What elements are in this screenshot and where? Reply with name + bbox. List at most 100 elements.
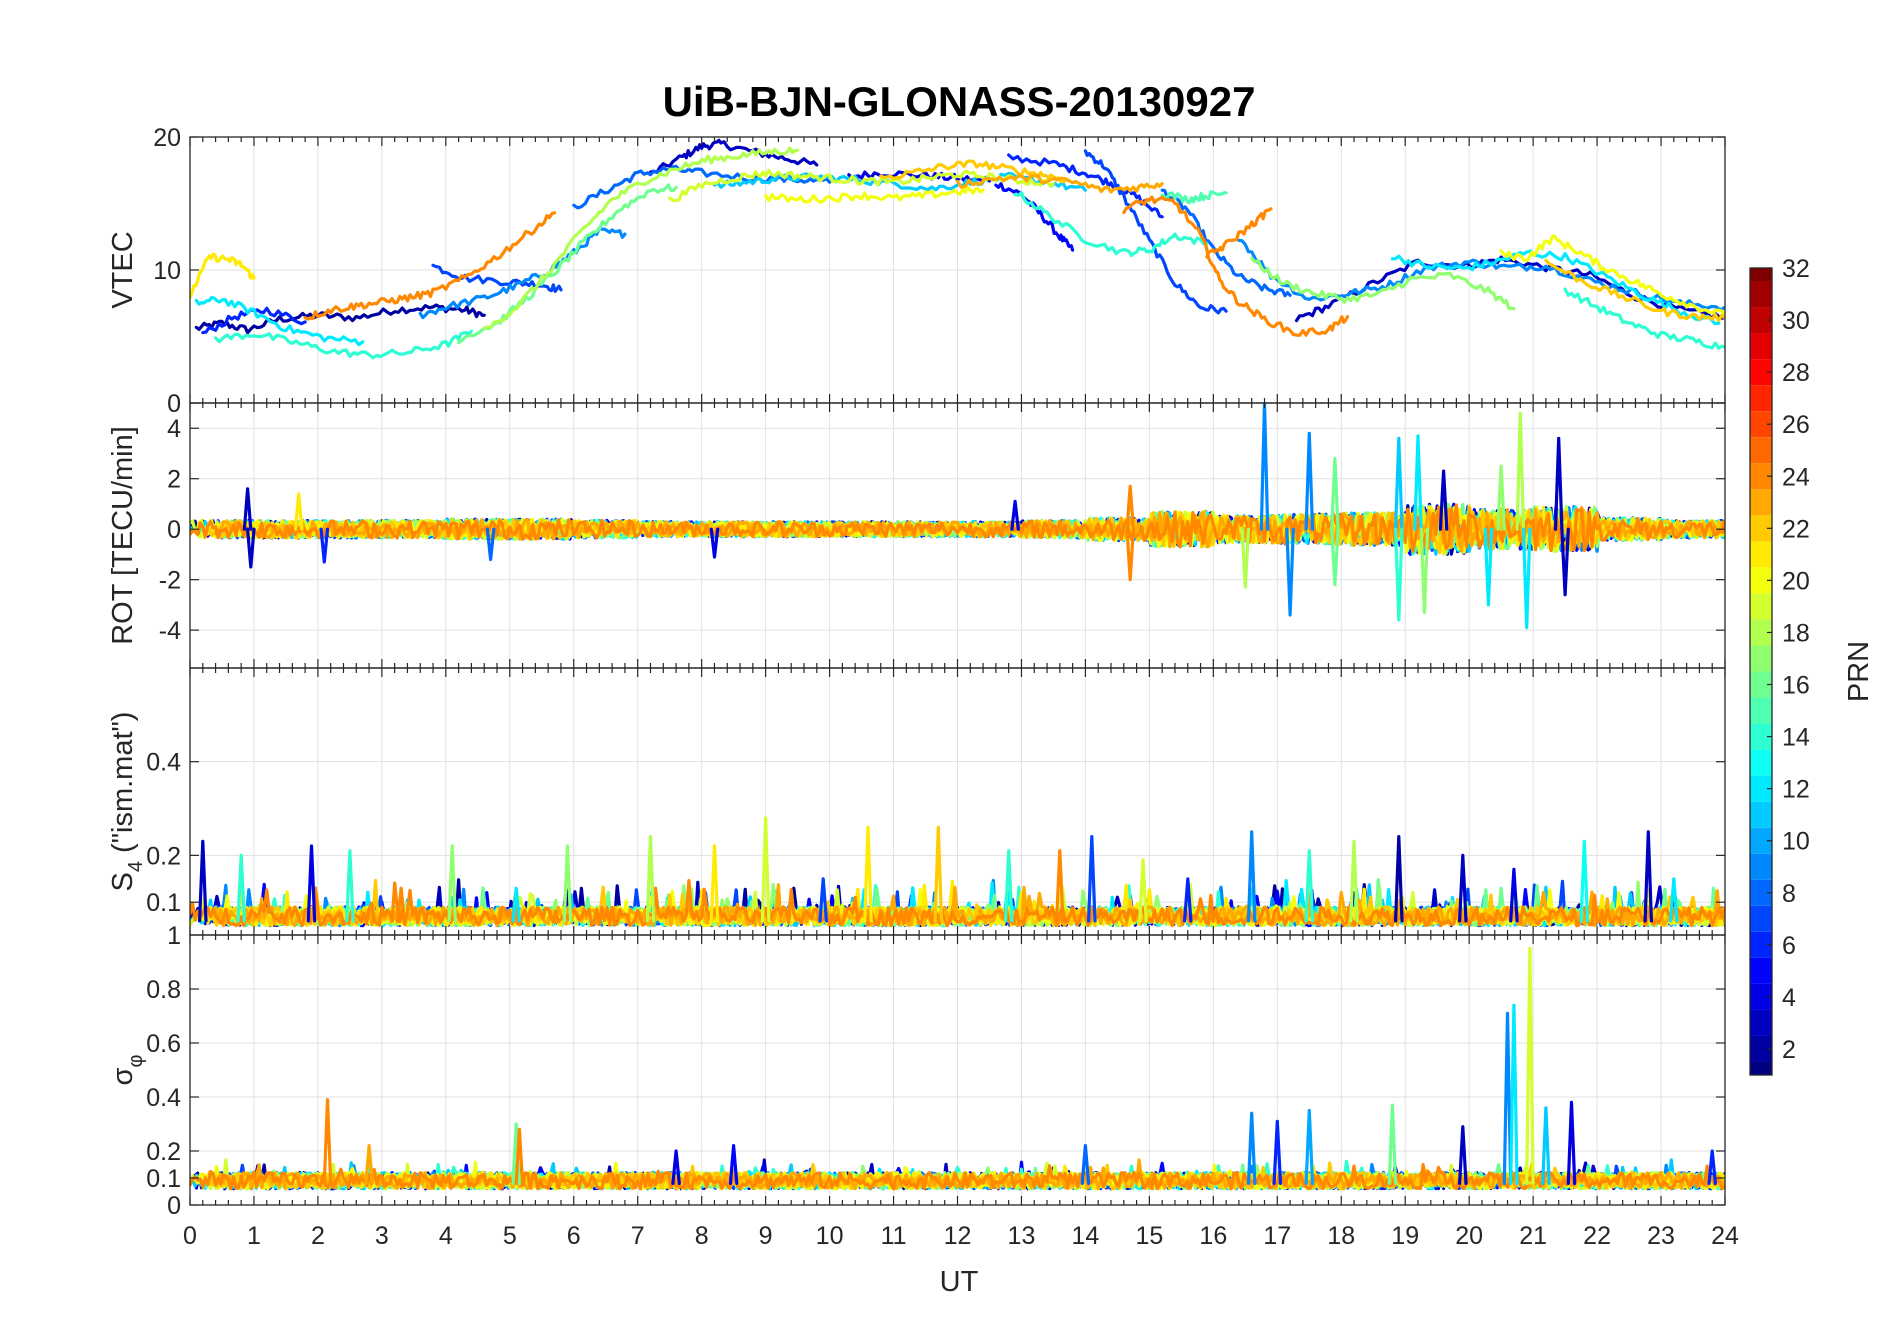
s4-spike [709, 844, 720, 923]
y-tick-label: 0.2 [146, 1138, 181, 1166]
rot-spike [709, 527, 720, 559]
x-tick-label: 7 [631, 1222, 645, 1250]
colorbar-segment [1750, 281, 1772, 308]
colorbar-frame [1749, 267, 1773, 1076]
sigma_phi-spike [1458, 1125, 1468, 1185]
sigma_phi-spike [1525, 946, 1535, 1185]
x-tick-label: 5 [503, 1222, 517, 1250]
rot-spike [1010, 499, 1020, 531]
y-tick-label: 0.6 [146, 1030, 181, 1058]
colorbar-tick-label: 22 [1782, 515, 1810, 543]
colorbar-segment [1750, 593, 1772, 620]
s4-spike [760, 816, 771, 923]
colorbar-segment [1750, 463, 1772, 490]
sigma_phi-spike [322, 1098, 333, 1185]
s4-spike [1087, 835, 1097, 923]
sigma_phi-spike [1246, 1111, 1257, 1185]
s4-spike [1458, 853, 1468, 923]
y-axis-label-s4: S4 ("ism.mat") [107, 712, 147, 892]
y-tick-label: 2 [167, 466, 181, 494]
panel-vtec: 0 10 20 VTEC [107, 124, 1726, 418]
x-tick-label: 4 [439, 1222, 453, 1250]
rot-series-prn-24 [190, 503, 1725, 553]
sigma_phi-spike [1080, 1144, 1091, 1185]
colorbar-tick-label: 4 [1782, 984, 1796, 1012]
rot-spike [1304, 431, 1315, 531]
colorbar-segment [1750, 489, 1772, 516]
chart-title: UiB-BJN-GLONASS-20130927 [663, 78, 1256, 125]
rot-spike [1419, 527, 1430, 615]
rot-spike [1330, 527, 1340, 587]
rot-spike [242, 487, 253, 531]
x-tick-label: 13 [1008, 1222, 1036, 1250]
sigma_phi-spike [364, 1144, 374, 1185]
colorbar-segment [1750, 307, 1772, 334]
y-tick-label: -4 [159, 617, 181, 645]
sigma_phi-spike [514, 1127, 525, 1185]
x-tick-label: 15 [1135, 1222, 1163, 1250]
colorbar-tick-label: 18 [1782, 619, 1810, 647]
ticks-s4: 0.1 0.2 0.4 1 [146, 668, 1726, 950]
x-tick-label: 1 [247, 1222, 261, 1250]
y-tick-label: 20 [153, 124, 181, 152]
sigma_phi-spike [1272, 1119, 1283, 1185]
x-tick-label: 21 [1519, 1222, 1547, 1250]
sigma_phi-spike [1304, 1108, 1315, 1185]
x-axis-label: UT [940, 1266, 979, 1298]
traces-vtec [190, 138, 1725, 360]
x-tick-label: 22 [1583, 1222, 1611, 1250]
rot-spike [1394, 527, 1404, 622]
s4-spike [1349, 839, 1359, 923]
colorbar-segment [1750, 515, 1772, 542]
s4-spike [1394, 835, 1404, 923]
vtec-series-prn-18 [482, 146, 800, 330]
colorbar-segment [1750, 619, 1772, 646]
vtec-series-prn-15 [1160, 190, 1228, 205]
y-tick-label: 0 [167, 1192, 181, 1220]
grid-sigma_phi [189, 935, 1726, 1206]
traces-s4 [190, 816, 1725, 928]
sigma_phi-spike [1566, 1100, 1577, 1185]
x-tick-label: 6 [567, 1222, 581, 1250]
sigma_phi-spike [671, 1149, 681, 1185]
vtec-series-prn-24 [1122, 195, 1350, 337]
panel-rot: -4 -2 0 2 4 ROT [TECU/min] [107, 402, 1726, 669]
colorbar-segment [1750, 567, 1772, 594]
s4-spike [863, 825, 873, 923]
rot-spike [1521, 527, 1532, 630]
rot-spike [1330, 456, 1340, 531]
ticks-sigma_phi: 00.10.2 0.4 0.6 0.8 [146, 935, 1726, 1220]
colorbar-segment [1750, 905, 1772, 932]
colorbar-tick-label: 10 [1782, 828, 1810, 856]
y-tick-label: 1 [167, 922, 181, 950]
s4-spike [1669, 877, 1679, 923]
colorbar-tick-label: 28 [1782, 359, 1810, 387]
vtec-series-prn-14 [1563, 287, 1725, 350]
sigma_phi-spike [1509, 1003, 1519, 1185]
colorbar-tick-label: 32 [1782, 255, 1810, 283]
x-tick-labels: 0 1 2 3 4 5 6 7 8 9 10 11 12 13 14 15 16 17 18 19 20 21 22 23 24 [183, 1222, 1739, 1250]
colorbar-tick-label: 20 [1782, 567, 1810, 595]
colorbar-tick-label: 14 [1782, 724, 1810, 752]
s4-series-prn-24 [190, 879, 1725, 928]
colorbar-segment [1750, 268, 1772, 282]
rot-spike [1515, 411, 1526, 531]
x-tick-label: 14 [1072, 1222, 1100, 1250]
vtec-series-prn-16 [457, 183, 678, 345]
colorbar-segment [1750, 1009, 1772, 1036]
rot-spike [1438, 469, 1449, 531]
s4-spike [236, 853, 246, 923]
colorbar-segment [1750, 1061, 1772, 1075]
x-tick-label: 2 [311, 1222, 325, 1250]
s4-spike [396, 886, 406, 923]
colorbar-tick-label: 24 [1782, 463, 1810, 491]
colorbar-segment [1750, 775, 1772, 802]
colorbar-tick-label: 12 [1782, 776, 1810, 804]
x-tick-label: 8 [695, 1222, 709, 1250]
rot-spike [293, 492, 304, 531]
sigma_phi-spike [1541, 1106, 1551, 1185]
vtec-series-prn-12 [194, 295, 365, 347]
colorbar-segment [1750, 931, 1772, 958]
